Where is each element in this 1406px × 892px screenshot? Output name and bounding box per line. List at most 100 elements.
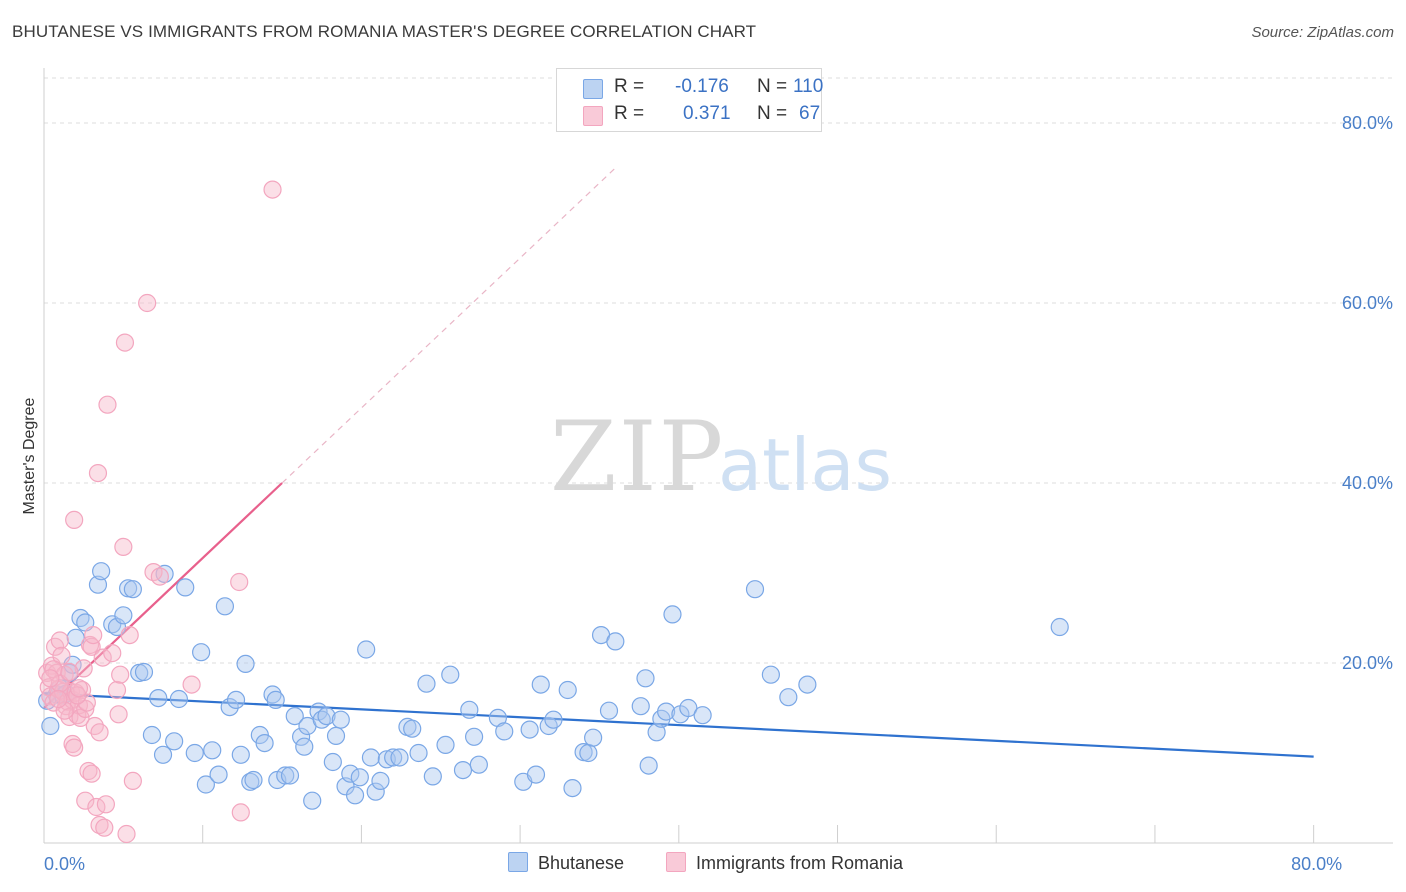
- point-bhutanese: [436, 735, 455, 755]
- point-bhutanese: [331, 710, 350, 729]
- point-bhutanese: [192, 643, 211, 662]
- point-bhutanese: [345, 786, 365, 805]
- point-bhutanese: [599, 701, 619, 720]
- point-romania: [123, 771, 142, 791]
- trend-line-romania: [43, 482, 283, 709]
- point-romania: [65, 510, 84, 530]
- point-bhutanese: [361, 748, 381, 767]
- point-bhutanese: [255, 733, 274, 753]
- point-bhutanese: [66, 628, 85, 647]
- point-romania: [82, 764, 101, 783]
- point-romania: [52, 646, 71, 665]
- point-bhutanese: [563, 778, 582, 798]
- point-bhutanese: [323, 752, 342, 772]
- point-bhutanese: [276, 766, 295, 785]
- point-romania: [93, 648, 112, 667]
- point-romania: [85, 716, 104, 736]
- point-bhutanese: [469, 755, 488, 774]
- point-romania: [90, 815, 109, 835]
- point-bhutanese: [41, 716, 60, 736]
- watermark: ZIP atlas: [550, 401, 892, 513]
- y-tick-label: 20.0%: [1342, 653, 1393, 673]
- legend-r-label: R =: [614, 76, 645, 97]
- point-bhutanese: [417, 674, 436, 693]
- point-bhutanese: [196, 775, 215, 794]
- point-bhutanese: [153, 745, 173, 764]
- point-bhutanese: [292, 727, 311, 746]
- ticks: 20.0% 40.0% 60.0% 80.0% 0.0% 80.0%: [44, 113, 1393, 874]
- point-bhutanese: [639, 756, 658, 775]
- point-romania: [109, 705, 128, 724]
- bottom-legend-bhutanese: Bhutanese: [508, 852, 624, 874]
- data-points: [38, 180, 1069, 844]
- point-romania: [111, 665, 130, 684]
- point-bhutanese: [266, 690, 285, 710]
- point-bhutanese: [539, 716, 558, 736]
- point-bhutanese: [409, 743, 428, 763]
- legend-n-value: 110: [793, 76, 824, 97]
- point-bhutanese: [263, 685, 282, 704]
- point-bhutanese: [107, 617, 127, 637]
- point-bhutanese: [203, 741, 222, 760]
- point-bhutanese: [357, 640, 376, 659]
- point-bhutanese: [520, 720, 539, 739]
- x-tick-label: 0.0%: [44, 854, 85, 874]
- correlation-legend: R = -0.176 N = 110 R = 0.371 N = 67: [556, 68, 824, 132]
- point-romania: [69, 679, 89, 698]
- point-romania: [71, 708, 90, 728]
- source-label: Source: ZipAtlas.com: [1251, 24, 1394, 41]
- point-romania: [49, 689, 68, 709]
- point-bhutanese: [185, 743, 204, 763]
- point-bhutanese: [165, 732, 184, 751]
- point-romania: [79, 761, 98, 781]
- point-romania: [120, 625, 139, 645]
- point-bhutanese: [231, 745, 250, 764]
- point-bhutanese: [142, 725, 162, 745]
- point-romania: [84, 625, 103, 645]
- point-bhutanese: [558, 680, 577, 700]
- point-romania: [103, 643, 122, 663]
- point-romania: [50, 631, 69, 650]
- point-bhutanese: [123, 580, 142, 599]
- point-romania: [50, 674, 69, 693]
- point-bhutanese: [636, 669, 655, 688]
- point-bhutanese: [220, 697, 239, 717]
- legend-r-label: R =: [614, 103, 645, 124]
- point-bhutanese: [280, 766, 300, 785]
- point-romania: [98, 395, 117, 414]
- point-bhutanese: [745, 580, 765, 599]
- point-bhutanese: [88, 575, 108, 594]
- y-axis-title: Master's Degree: [21, 397, 38, 514]
- point-romania: [95, 818, 114, 837]
- point-bhutanese: [169, 689, 188, 709]
- legend-n-label: N =: [757, 76, 788, 97]
- point-bhutanese: [403, 719, 422, 738]
- point-romania: [60, 662, 79, 682]
- y-tick-label: 80.0%: [1342, 113, 1393, 133]
- point-bhutanese: [453, 760, 473, 780]
- point-bhutanese: [341, 764, 360, 783]
- point-romania: [76, 791, 95, 810]
- point-bhutanese: [155, 564, 174, 584]
- point-bhutanese: [366, 782, 385, 801]
- trend-line-bhutanese: [43, 692, 1314, 758]
- point-bhutanese: [303, 791, 322, 810]
- point-bhutanese: [1050, 617, 1069, 637]
- x-tick-label: 80.0%: [1291, 854, 1342, 874]
- point-bhutanese: [423, 767, 442, 786]
- point-bhutanese: [584, 728, 603, 747]
- point-bhutanese: [657, 702, 676, 721]
- point-romania: [263, 180, 282, 199]
- bottom-legend-swatch-pink: [666, 852, 686, 872]
- point-romania: [90, 723, 109, 742]
- watermark-zip: ZIP: [550, 401, 725, 513]
- point-bhutanese: [209, 765, 228, 784]
- point-romania: [182, 675, 201, 694]
- grid: [44, 77, 1393, 664]
- point-romania: [150, 567, 169, 586]
- point-bhutanese: [679, 698, 698, 718]
- axes: [43, 68, 1393, 844]
- bottom-legend-romania: Immigrants from Romania: [666, 852, 903, 874]
- point-bhutanese: [647, 723, 666, 742]
- bottom-legend-label-romania: Immigrants from Romania: [696, 853, 904, 873]
